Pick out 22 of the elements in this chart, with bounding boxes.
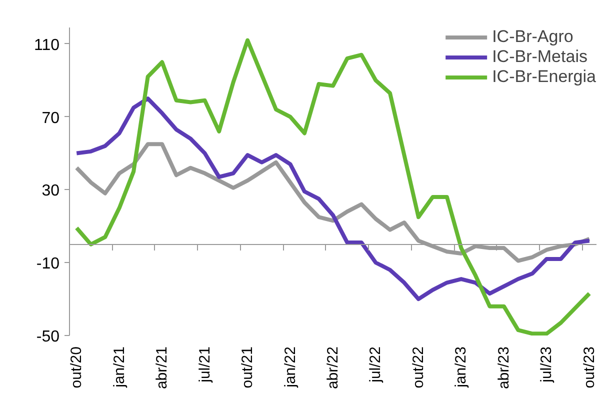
x-tick-label: jul/21 — [196, 346, 214, 384]
x-tick-label: abr/22 — [324, 346, 342, 390]
y-tick-label: 110 — [34, 36, 60, 54]
x-tick-label: jan/21 — [110, 346, 128, 388]
x-tick-label: jan/23 — [452, 346, 470, 388]
line-series — [74, 96, 592, 302]
legend-label: IC-Br-Metais — [492, 47, 588, 67]
x-tick-label: out/20 — [68, 346, 86, 388]
x-tick-label: jul/22 — [367, 346, 384, 384]
legend-label: IC-Br-Agro — [492, 27, 574, 47]
legend-label: IC-Br-Energia — [492, 67, 596, 87]
x-tick-label: out/23 — [580, 346, 598, 388]
x-tick-label: out/21 — [239, 346, 256, 388]
y-tick-label: -10 — [36, 256, 60, 273]
y-tick-label: 70 — [42, 110, 60, 127]
y-tick-label: 30 — [42, 182, 60, 200]
x-tick-label: abr/23 — [495, 346, 512, 390]
x-tick-label: out/22 — [410, 346, 427, 388]
x-tick-label: jul/23 — [538, 346, 556, 384]
y-tick-label: -50 — [36, 328, 60, 346]
x-tick-label: jan/22 — [282, 346, 299, 388]
x-tick-label: abr/21 — [154, 346, 171, 390]
